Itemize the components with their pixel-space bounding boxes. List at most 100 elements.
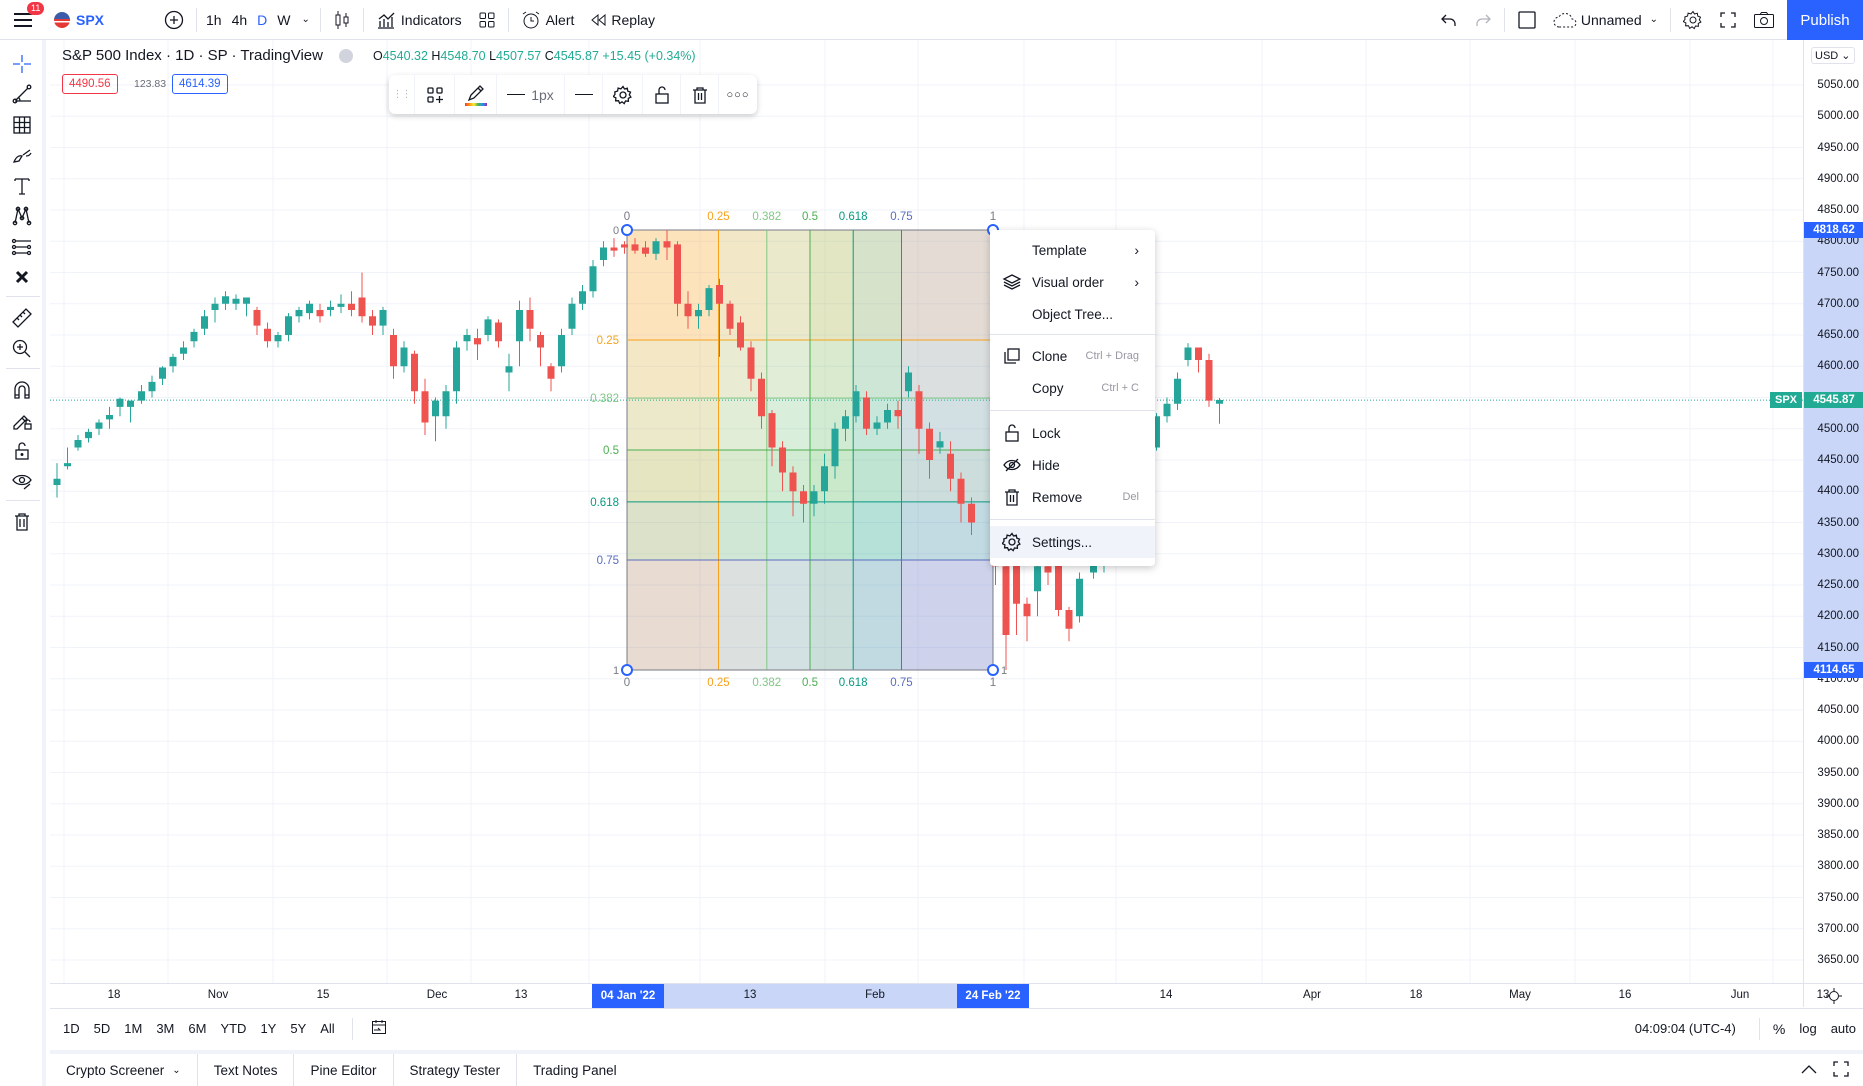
line-width-button[interactable]: 1px — [497, 75, 565, 114]
timeframe-dropdown[interactable]: ⌄ — [296, 0, 316, 40]
time-axis[interactable]: 18Nov15Dec1313Feb1414Apr18May16Jun13 04 … — [50, 983, 1829, 1008]
drawing-settings-button[interactable] — [603, 75, 643, 114]
brush-tool[interactable] — [9, 142, 35, 168]
divider — [6, 368, 40, 369]
replay-button[interactable]: Replay — [582, 0, 663, 40]
maximize-panel-button[interactable] — [1825, 1060, 1857, 1081]
menu-item-visual-order[interactable]: Visual order › — [990, 266, 1155, 298]
zoom-in-tool[interactable] — [9, 336, 35, 362]
menu-item-clone[interactable]: Clone Ctrl + Drag — [990, 340, 1155, 372]
menu-item-label: Clone — [1032, 348, 1068, 364]
range-5d[interactable]: 5D — [93, 1021, 111, 1036]
divider — [196, 7, 197, 32]
main-menu-button[interactable]: 11 — [0, 0, 46, 40]
range-1y[interactable]: 1Y — [260, 1021, 277, 1036]
add-template-button[interactable] — [415, 75, 455, 114]
menu-item-lock[interactable]: Lock — [990, 417, 1155, 449]
indicators-button[interactable]: Indicators — [368, 0, 470, 40]
price-chart[interactable]: 000.250.250.250.3820.3820.3820.50.50.50.… — [50, 40, 1803, 983]
symbol-search-button[interactable]: SPX — [46, 0, 156, 40]
chevron-down-icon: ⌄ — [172, 1064, 181, 1076]
range-1m[interactable]: 1M — [124, 1021, 143, 1036]
prediction-tool[interactable] — [9, 234, 35, 260]
tab-crypto-screener[interactable]: Crypto Screener ⌄ — [50, 1054, 198, 1086]
menu-item-hide[interactable]: Hide — [990, 449, 1155, 481]
open-value: 4540.32 — [382, 48, 428, 63]
time-axis-settings-button[interactable] — [1803, 983, 1863, 1007]
snapshot-button[interactable] — [1745, 0, 1783, 40]
templates-button[interactable] — [470, 0, 504, 40]
menu-item-copy[interactable]: Copy Ctrl + C — [990, 372, 1155, 404]
buy-button[interactable]: 4614.39 — [172, 74, 228, 94]
timeframe-4h[interactable]: 4h — [231, 11, 248, 28]
magnet-tool[interactable] — [9, 377, 35, 403]
stay-in-drawing-mode-tool[interactable] — [9, 407, 35, 433]
save-layout-button[interactable]: Unnamed ⌄ — [1545, 0, 1666, 40]
layout-select-button[interactable] — [1509, 0, 1545, 40]
menu-item-template[interactable]: Template › — [990, 234, 1155, 266]
auto-scale-toggle[interactable]: auto — [1830, 1021, 1856, 1036]
compare-symbol-button[interactable] — [156, 0, 192, 40]
text-tool[interactable] — [9, 173, 35, 199]
time-label: Dec — [426, 989, 448, 1001]
lock-drawings-tool[interactable] — [9, 438, 35, 464]
redo-button[interactable] — [1466, 0, 1500, 40]
more-options-button[interactable]: ○○○ — [719, 75, 757, 114]
trend-line-tool[interactable] — [9, 81, 35, 107]
menu-item-object-tree[interactable]: Object Tree... — [990, 298, 1155, 330]
sell-button[interactable]: 4490.56 — [62, 74, 118, 94]
clock-timezone[interactable]: 04:09:04 (UTC-4) — [1634, 1021, 1736, 1036]
tab-trading-panel[interactable]: Trading Panel — [533, 1062, 617, 1078]
log-scale-toggle[interactable]: log — [1799, 1021, 1817, 1036]
chevron-right-icon: › — [1134, 274, 1139, 290]
undo-button[interactable] — [1432, 0, 1466, 40]
drag-handle[interactable]: ⋮⋮ — [389, 75, 415, 114]
tab-strategy-tester[interactable]: Strategy Tester — [394, 1054, 518, 1086]
remove-drawings-tool[interactable] — [9, 264, 35, 290]
range-ytd[interactable]: YTD — [220, 1021, 247, 1036]
timeframe-d[interactable]: D — [257, 11, 268, 28]
chart-pane[interactable]: 0 0 0.25 0.25 0.25 0.382 0.382 0.382 0.5 0.5 0.5 0.… — [50, 40, 1803, 983]
timeframe-1h[interactable]: 1h — [206, 11, 222, 28]
chart-type-button[interactable] — [325, 0, 359, 40]
line-color-button[interactable] — [455, 75, 497, 114]
delete-drawing-button[interactable] — [681, 75, 719, 114]
expand-panel-button[interactable] — [1793, 1063, 1825, 1078]
alert-button[interactable]: Alert — [513, 0, 583, 40]
menu-item-label: Remove — [1032, 489, 1083, 505]
publish-button[interactable]: Publish — [1787, 0, 1863, 40]
range-5y[interactable]: 5Y — [290, 1021, 307, 1036]
menu-item-remove[interactable]: Remove Del — [990, 481, 1155, 513]
range-1d[interactable]: 1D — [63, 1021, 80, 1036]
fib-tool[interactable] — [9, 112, 35, 138]
delete-drawings-tool[interactable] — [9, 509, 35, 535]
line-width-icon — [507, 93, 526, 96]
fullscreen-button[interactable] — [1711, 0, 1745, 40]
text-icon — [14, 178, 30, 195]
hide-drawings-tool[interactable] — [9, 468, 35, 494]
ohlc-values: O4540.32 H4548.70 L4507.57 C4545.87 +15.… — [372, 48, 696, 63]
price-axis[interactable]: 5050.00 5000.00 4950.00 4900.00 4850.00 4800.… — [1803, 40, 1863, 983]
currency-select[interactable]: USD ⌄ — [1811, 47, 1855, 64]
legend-title[interactable]: S&P 500 Index · 1D · SP · TradingView — [62, 47, 323, 64]
menu-item-settings[interactable]: Settings... — [990, 526, 1155, 558]
unlock-icon — [15, 442, 29, 460]
go-to-date-button[interactable] — [363, 1018, 395, 1039]
date-range-bar: 1D 5D 1M 3M 6M YTD 1Y 5Y All 04:09:04 (U… — [50, 1008, 1863, 1048]
range-3m[interactable]: 3M — [156, 1021, 175, 1036]
chart-settings-button[interactable] — [1675, 0, 1711, 40]
pattern-tool[interactable] — [9, 203, 35, 229]
crosshair-tool[interactable] — [9, 51, 35, 77]
measure-tool[interactable] — [9, 305, 35, 331]
range-all[interactable]: All — [320, 1021, 335, 1036]
crosshair-icon — [13, 55, 31, 73]
line-style-button[interactable] — [565, 75, 603, 114]
range-6m[interactable]: 6M — [188, 1021, 207, 1036]
timeframe-w[interactable]: W — [277, 11, 291, 28]
time-label: 14 — [1159, 989, 1173, 1001]
tab-text-notes[interactable]: Text Notes — [198, 1054, 295, 1086]
tab-pine-editor[interactable]: Pine Editor — [294, 1054, 394, 1086]
lock-drawing-button[interactable] — [643, 75, 681, 114]
percent-scale-toggle[interactable]: % — [1772, 1020, 1786, 1037]
price-label: 4400.00 — [1817, 485, 1859, 498]
